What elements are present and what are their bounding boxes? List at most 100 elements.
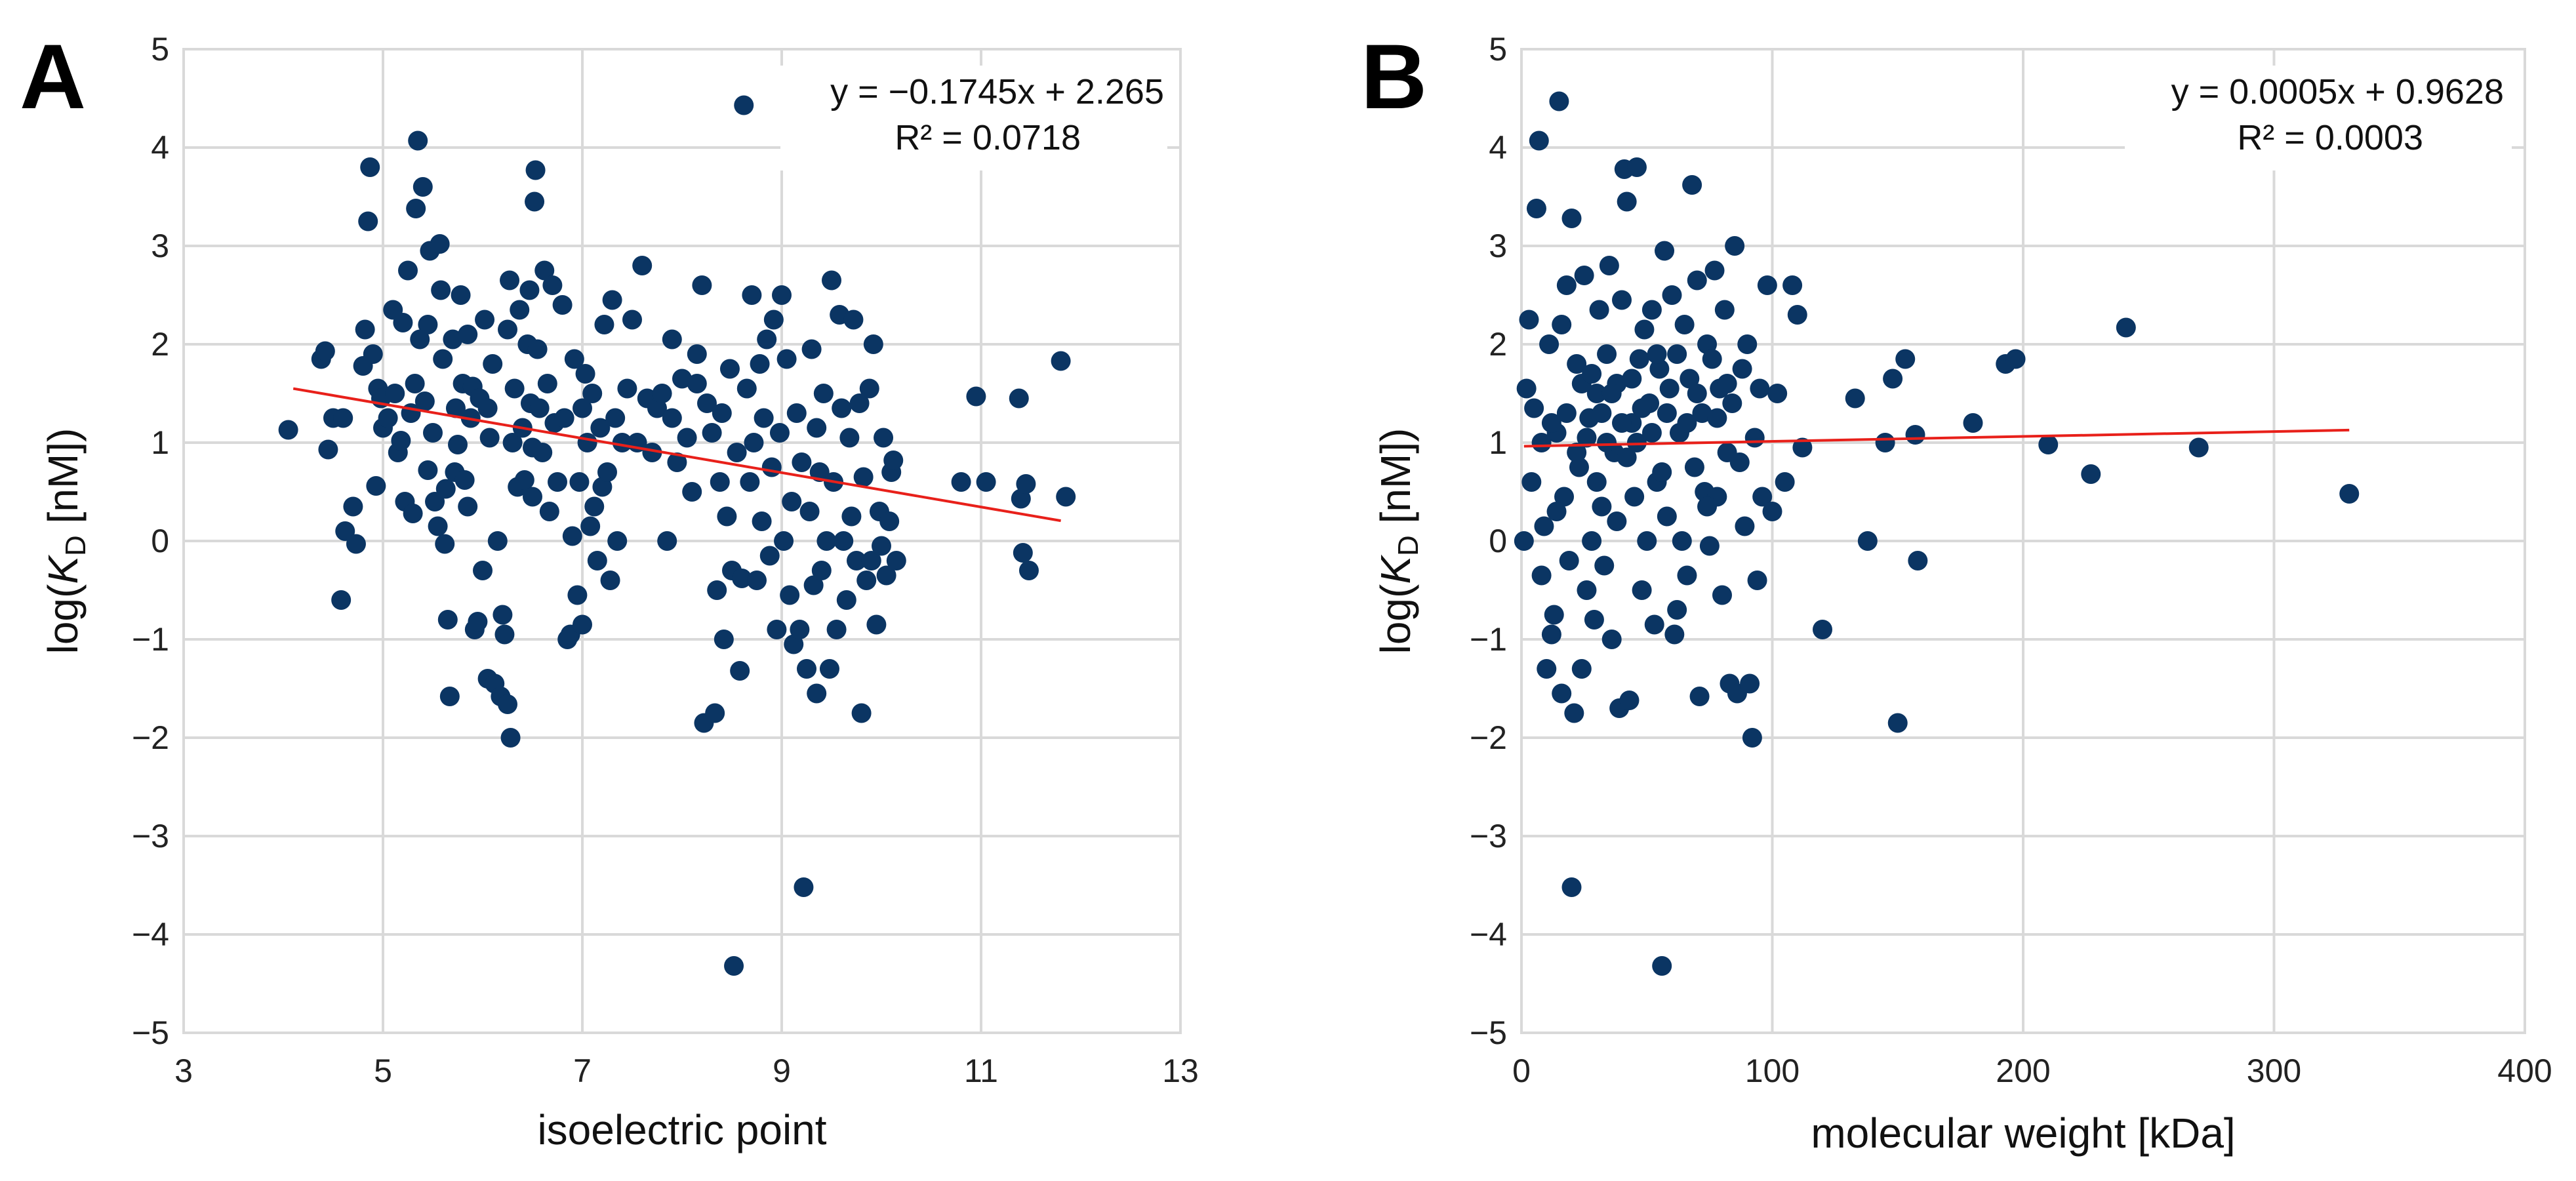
data-point-a [366,476,386,496]
data-point-a [843,310,864,330]
data-point-a [1051,351,1071,371]
data-point-b [1744,428,1765,448]
data-point-a [719,359,740,379]
data-point-b [1637,531,1657,551]
data-point-b [1680,369,1700,389]
data-point-a [413,177,433,197]
y-tick-label-a: −2 [132,719,169,756]
data-point-b [1677,413,1697,433]
y-tick-labels-b: −5 −4 −3 −2 −1 0 1 2 3 4 5 [1470,31,1507,1051]
data-point-a [500,728,521,748]
x-tick-label-b: 200 [1996,1052,2050,1089]
data-point-a [866,614,887,635]
data-point-b [1612,413,1632,433]
data-point-a [554,408,574,428]
data-point-b [1707,408,1727,428]
data-point-a [692,275,712,295]
data-point-b [1908,551,1928,570]
data-point-b [1752,487,1773,507]
data-point-b [1652,462,1672,482]
data-point-a [548,472,567,492]
data-point-b [1589,300,1609,320]
data-point-a [951,472,971,492]
data-point-b [1521,472,1542,492]
data-point-a [966,386,986,407]
data-point-a [747,570,767,590]
y-axis-title-b: log(KD [nM]) [1372,428,1424,654]
data-point-b [1531,433,1552,452]
data-point-b [1782,275,1803,295]
data-point-a [976,472,996,492]
data-point-b [1667,600,1687,620]
data-point-b [1541,624,1561,645]
data-point-a [839,428,860,448]
x-tick-label-b: 0 [1512,1052,1531,1089]
data-point-a [358,211,378,231]
data-point-b [1592,496,1612,517]
data-point-a [657,531,677,551]
data-point-a [697,393,717,413]
data-point-a [433,349,453,369]
data-point-a [577,433,597,452]
data-point-b [1657,506,1677,527]
data-point-b [1787,305,1807,325]
data-point-a [448,435,468,454]
data-point-a [552,295,573,315]
data-point-b [1775,472,1795,492]
data-point-a [841,506,862,527]
data-point-a [391,431,411,450]
data-point-a [617,378,637,399]
x-axis-title-a: isoelectric point [537,1106,826,1153]
data-point-a [403,504,423,523]
data-point-b [1857,531,1878,551]
data-point-a [853,467,874,487]
y-tick-label-b: 5 [1489,31,1507,68]
data-point-b [1561,877,1582,897]
data-point-b [1612,290,1632,310]
data-point-a [278,420,298,440]
x-tick-label-a: 5 [374,1052,392,1089]
data-point-b [1725,236,1745,256]
data-point-b [1737,334,1758,354]
data-point-b [1845,388,1865,409]
data-point-b [1740,673,1760,694]
data-point-a [780,585,800,605]
data-point-b [1564,703,1584,723]
data-point-a [525,160,546,180]
data-point-b [1617,447,1637,468]
y-tick-label-b: −3 [1470,818,1507,854]
data-point-a [790,620,810,639]
data-point-a [525,191,545,212]
data-point-a [428,516,448,536]
data-point-a [642,443,662,462]
trendline-b [1523,428,2350,448]
data-point-b [1895,349,1916,369]
data-point-b [1586,472,1607,492]
data-point-a [537,374,557,393]
data-point-a [750,354,770,374]
data-point-b [1514,531,1534,551]
data-point-a [849,393,870,413]
data-point-a [702,423,722,443]
data-point-a [772,285,792,305]
data-point-a [757,329,777,350]
data-point-b [1626,433,1647,452]
data-point-a [1013,543,1033,563]
data-point-a [562,526,582,546]
data-point-b [1599,256,1619,275]
data-point-a [514,470,534,490]
data-point-b [1757,275,1777,295]
data-point-a [315,341,335,361]
data-point-b [1735,516,1755,536]
data-point-a [408,130,428,151]
data-point-b [1641,300,1662,320]
x-tick-label-b: 100 [1745,1052,1800,1089]
data-point-a [752,511,772,531]
data-point-b [1567,354,1587,374]
data-point-b [1534,516,1554,536]
data-point-b [1659,378,1680,399]
data-point-b [1750,378,1770,399]
data-point-b [1601,384,1622,403]
data-point-b [1664,624,1685,645]
data-point-a [355,319,375,340]
